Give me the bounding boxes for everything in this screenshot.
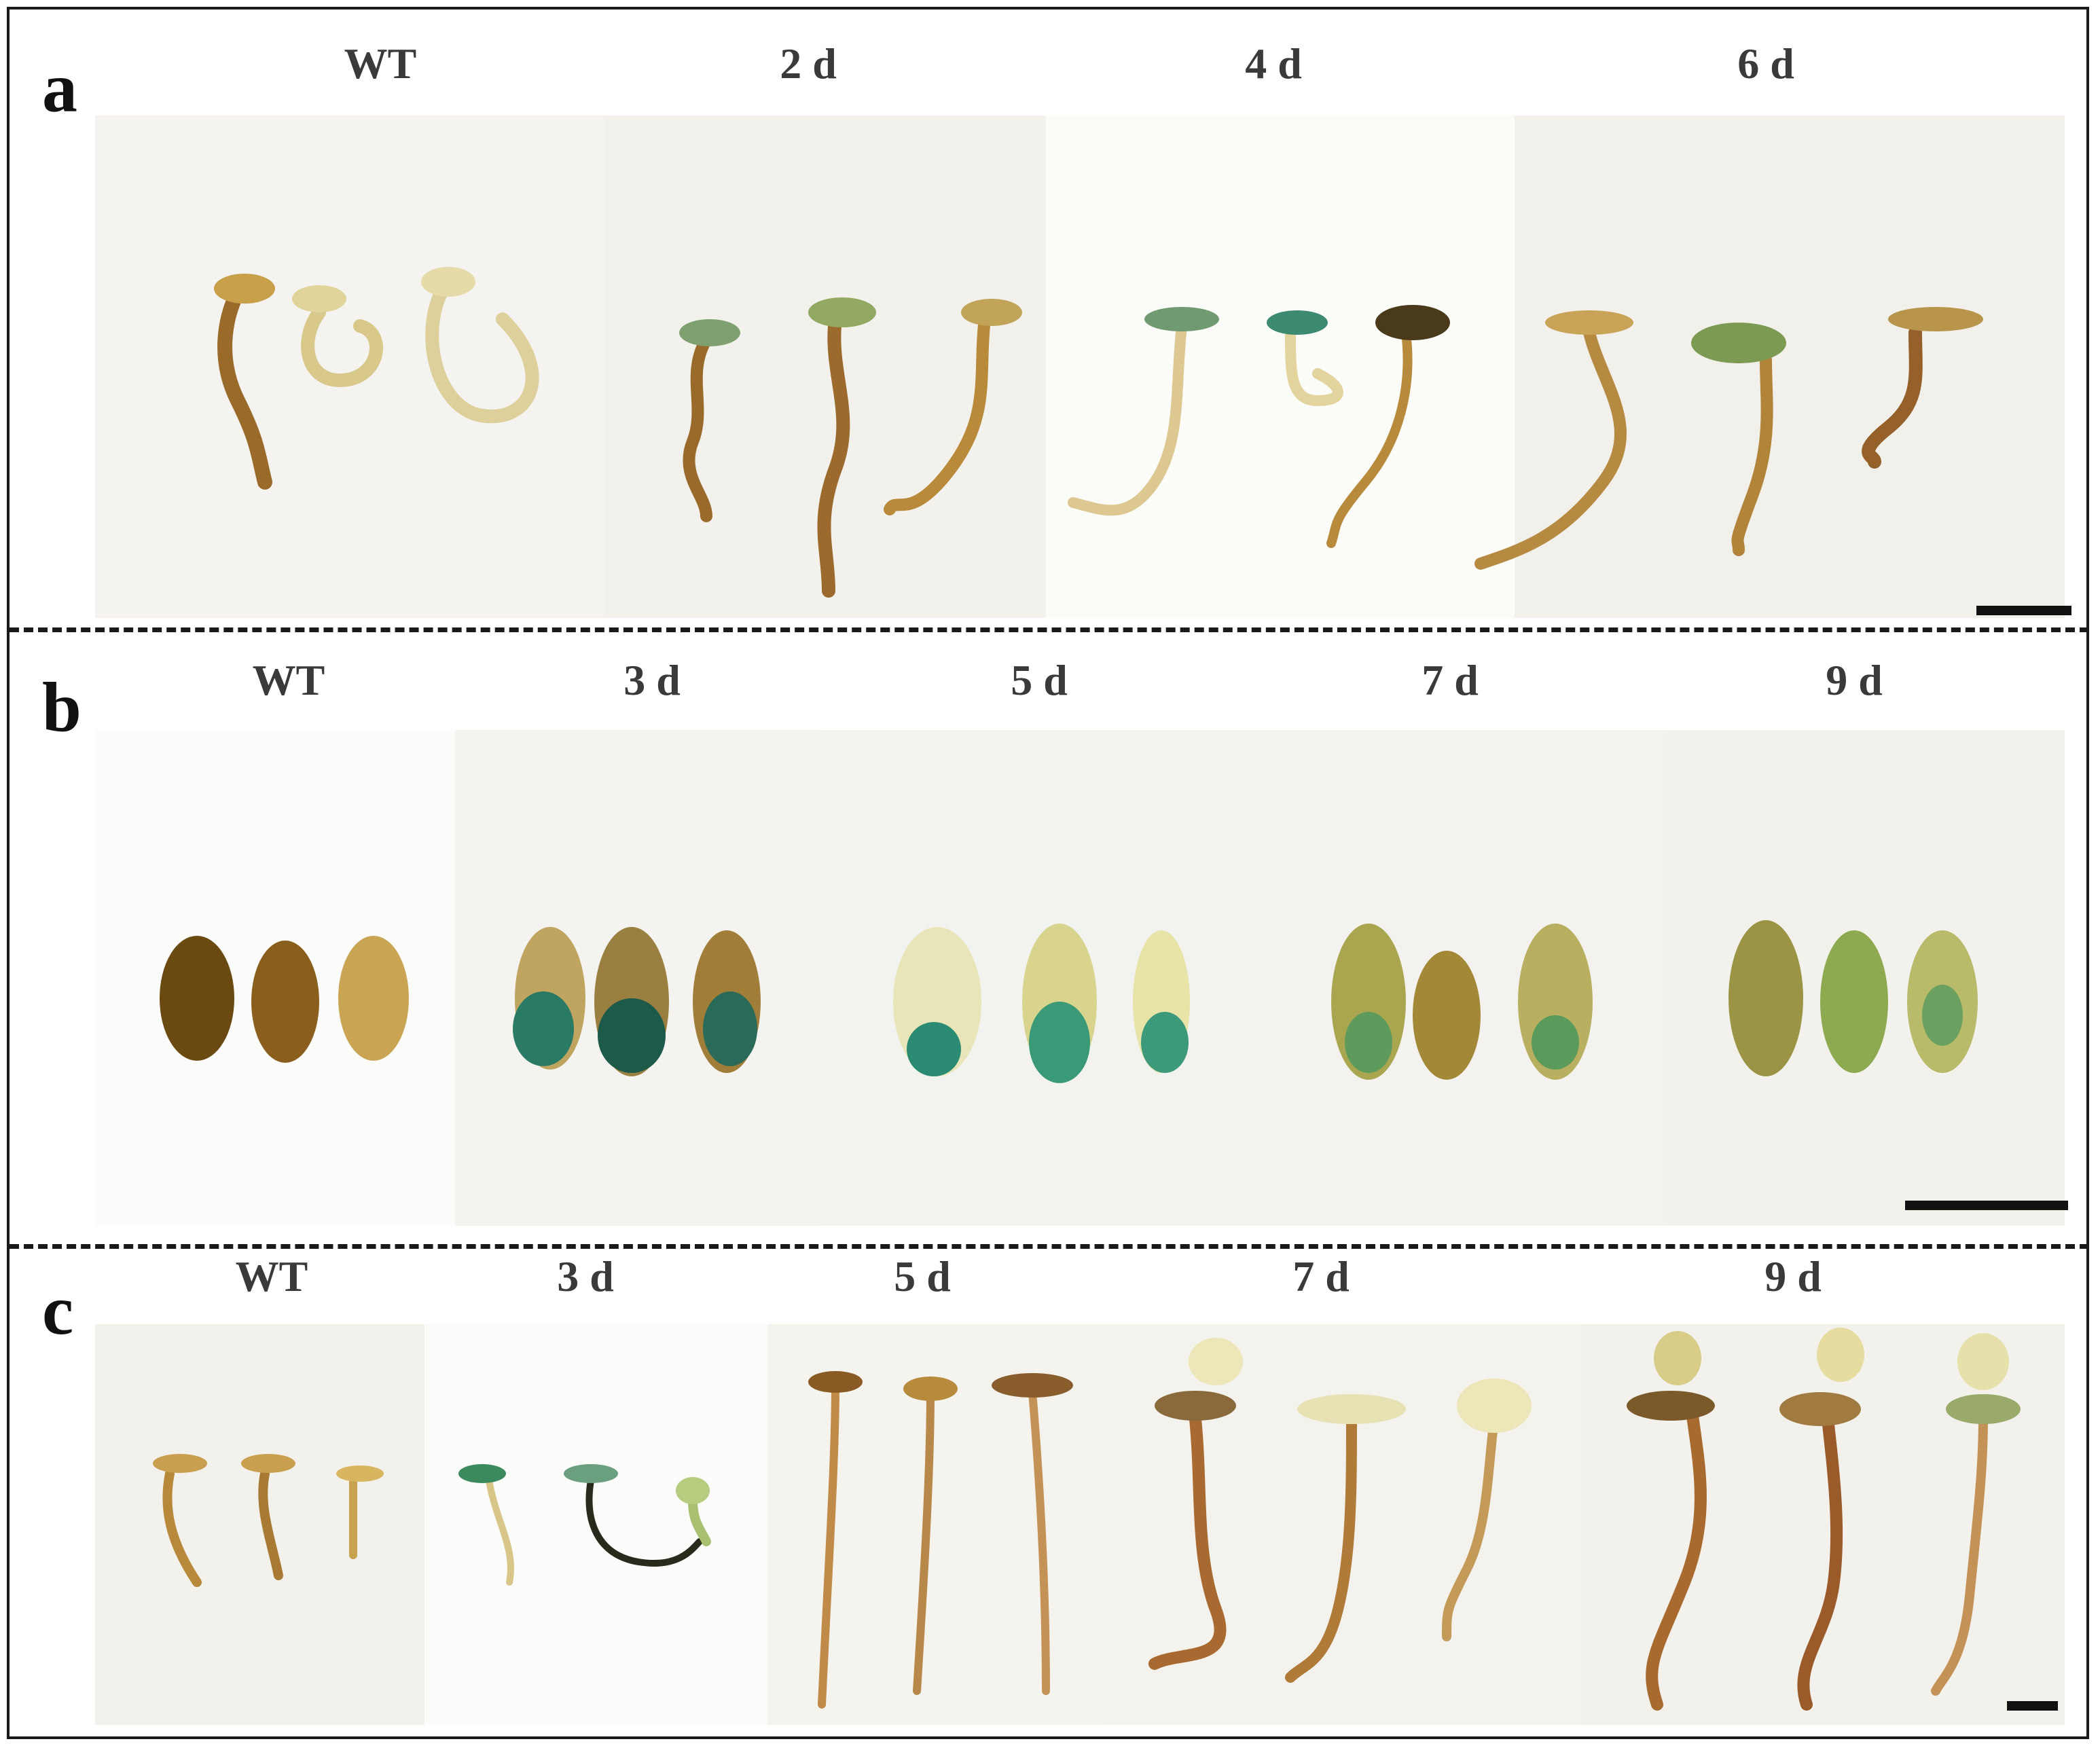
- label-b-9d: 9 d: [1826, 656, 1883, 704]
- scale-bar-b: [1905, 1201, 2068, 1210]
- panel-b-photo-strip: [95, 730, 2065, 1226]
- label-b-wt: WT: [252, 656, 325, 704]
- seedlings-a-4d: [1068, 305, 1450, 548]
- seedlings-c-3d: [458, 1464, 711, 1586]
- panel-letter-a: a: [42, 49, 77, 127]
- label-a-2d: 2 d: [780, 39, 837, 88]
- seeds-b-9d: [1728, 920, 1978, 1076]
- seedlings-a-6d: [1474, 307, 1983, 570]
- label-a-4d: 4 d: [1245, 39, 1302, 88]
- label-c-3d: 3 d: [557, 1252, 614, 1300]
- label-b-3d: 3 d: [623, 656, 681, 704]
- scale-bar-a: [1976, 606, 2071, 615]
- separator-bc: [10, 1244, 2089, 1249]
- label-b-5d: 5 d: [1011, 656, 1068, 704]
- label-c-5d: 5 d: [894, 1252, 951, 1300]
- seedlings-c-wt: [153, 1454, 384, 1587]
- seedlings-c-7d: [1148, 1338, 1532, 1683]
- seeds-b-5d: [893, 924, 1190, 1083]
- label-c-9d: 9 d: [1764, 1252, 1822, 1300]
- scale-bar-c: [2007, 1701, 2058, 1711]
- seeds-b-7d: [1331, 924, 1593, 1080]
- seedlings-a-wt: [214, 267, 539, 490]
- seedlings-c-5d: [808, 1371, 1073, 1709]
- seedlings-c-9d: [1627, 1328, 2021, 1711]
- seedlings-a-2d: [679, 297, 1022, 598]
- panel-letter-b: b: [42, 668, 82, 746]
- label-a-wt: WT: [344, 39, 417, 88]
- label-a-6d: 6 d: [1737, 39, 1794, 88]
- panel-letter-c: c: [42, 1271, 74, 1349]
- panel-a-photo-strip: [95, 115, 2065, 618]
- seeds-b-3d: [513, 927, 761, 1076]
- label-b-7d: 7 d: [1422, 656, 1479, 704]
- seeds-b-wt: [160, 936, 409, 1063]
- label-c-wt: WT: [235, 1252, 308, 1300]
- panel-c-photo-strip: [95, 1324, 2065, 1725]
- separator-ab: [10, 627, 2089, 632]
- label-c-7d: 7 d: [1292, 1252, 1350, 1300]
